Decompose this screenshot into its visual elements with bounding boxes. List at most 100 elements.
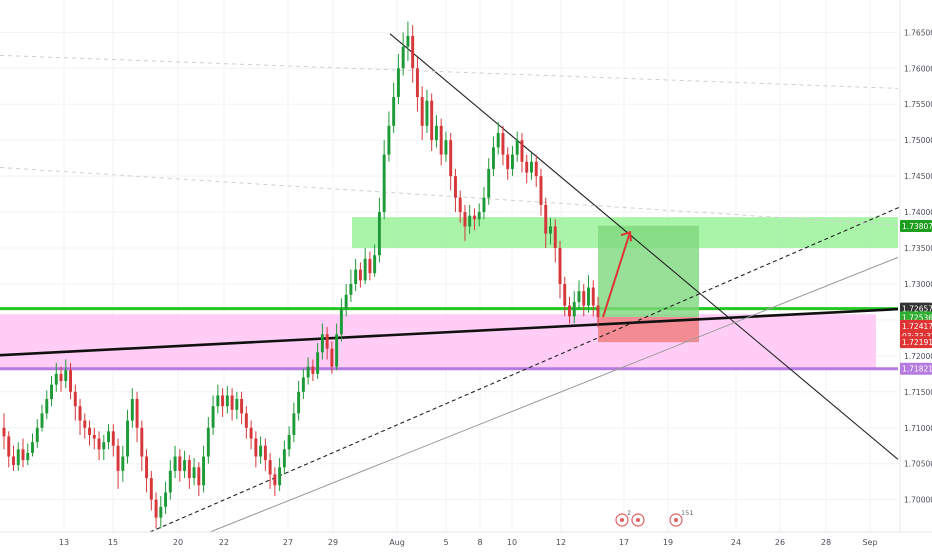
candle-body [525,161,529,173]
price-tick-label: 1.73000 [904,280,932,289]
candle-body [354,269,358,284]
time-tick-label: 27 [283,538,293,547]
candle-body [83,420,87,428]
candle-body [45,399,49,414]
price-badges: 1.738071.726571.725361.7241703:33:321.72… [900,219,932,375]
candle-body [577,291,581,302]
candle-body [477,212,481,220]
price-axis[interactable]: 1.70000 1.70500 1.71000 1.71500 1.72000 1.725… [899,0,932,532]
candle-body [311,366,315,374]
candle-body [35,427,39,443]
candle-body [97,438,101,450]
candle-body [349,283,353,295]
candle-body [468,215,472,227]
time-tick-label: Aug [389,538,405,547]
price-badge-label: 1.72657 [902,305,932,314]
candle-body [453,176,457,198]
event-marker-count: 2 [627,509,631,517]
projection-arrow[interactable] [602,230,632,318]
candle-body [244,413,248,428]
candle-body [26,452,30,461]
candle-body [249,427,253,439]
time-axis[interactable]: 13 15 20 22 27 29 Aug 5 8 10 12 17 19 24 26 28 Sep [0,531,932,550]
time-tick-label: 15 [108,538,118,547]
candle-body [434,125,438,141]
candle-body [301,377,305,392]
price-tick-label: 1.70500 [904,460,932,469]
candle-body [449,140,453,177]
candle-body [415,68,419,98]
time-tick-label: 19 [663,538,673,547]
event-marker[interactable]: 2 [615,509,631,527]
time-tick-label: 22 [219,538,229,547]
trendline-dotted-grey [0,54,899,89]
candle-body [482,197,486,213]
candle-body [572,301,576,317]
candle-body [145,456,149,479]
candle-body [487,168,491,198]
candle-body [102,442,106,450]
price-badge [900,336,932,349]
candle-body [539,176,543,205]
price-badge-label: 1.72536 [902,313,932,322]
price-tick-label: 1.75000 [904,136,932,145]
event-marker[interactable] [631,513,645,527]
time-tick-label: 12 [556,538,566,547]
time-axis-bg [0,532,932,550]
candle-body [368,258,372,274]
candle-body [330,348,334,367]
candle-body [16,449,20,466]
candle-body [116,445,120,471]
candle-body [225,395,229,407]
trendline-solid-grey [209,256,899,533]
candle-body [159,506,163,518]
position-target-zone [598,225,699,318]
candle-body [439,125,443,155]
price-tick-label: 1.71500 [904,388,932,397]
candle-body [587,287,590,306]
candle-body [111,431,115,446]
zone-demand [0,314,876,369]
candle-body [173,456,177,471]
price-tick-label: 1.73500 [904,244,932,253]
candle-body [211,406,215,428]
candle-body [92,434,96,439]
position-tool[interactable] [598,225,699,343]
candle-body [73,391,77,407]
trendlines[interactable] [0,33,919,533]
candle-body [216,395,220,407]
candle-body [463,212,467,227]
candle-body [88,427,92,435]
time-tick-label: 26 [775,538,785,547]
event-markers[interactable]: 2 151 [615,509,693,527]
event-marker-dot [620,518,624,522]
candle-body [40,413,44,428]
candle-body [320,334,324,353]
candle-body [206,427,210,457]
event-marker[interactable]: 151 [669,509,693,527]
price-tick-label: 1.74500 [904,172,932,181]
price-tick-label: 1.72000 [904,352,932,361]
candle-body [563,283,567,306]
candle-body [396,68,400,98]
candle-body [254,438,258,457]
price-tick-label: 1.76000 [904,64,932,73]
time-tick-label: 8 [477,538,482,547]
candle-body [135,399,139,428]
candle-body [178,456,182,471]
candle-body [582,291,586,306]
candle-body [401,46,405,69]
candle-body [7,436,11,457]
candle-body [140,427,144,457]
trendline-solid-thin [389,33,899,460]
price-tick-label: 1.75500 [904,100,932,109]
candle-body [558,248,562,284]
candle-body [568,305,571,317]
time-tick-label: Sep [862,538,877,547]
candle-body [316,352,320,374]
candle-body [235,399,239,410]
candle-body [202,456,206,486]
candle-body [325,334,329,349]
